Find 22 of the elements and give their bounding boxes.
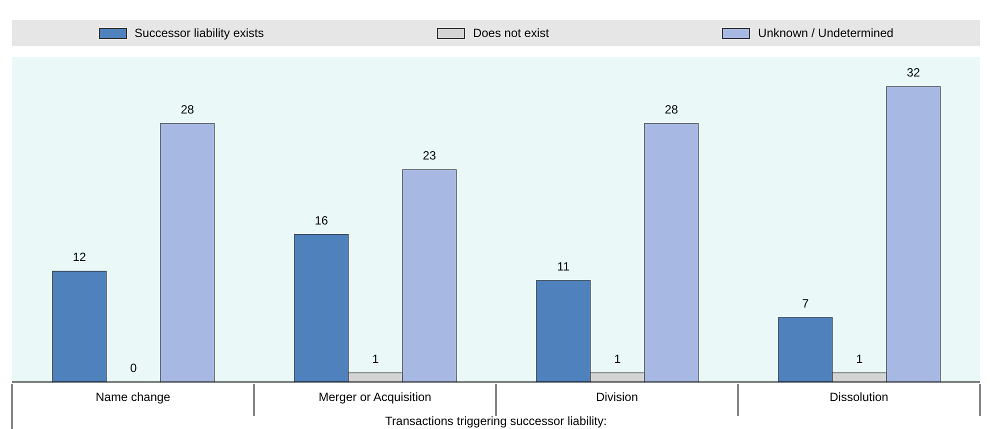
data-label: 28 — [180, 102, 194, 116]
legend-label: Successor liability exists — [134, 26, 264, 40]
x-tick-label: Name change — [96, 390, 171, 404]
data-label: 1 — [856, 352, 864, 366]
data-label: 23 — [422, 148, 436, 163]
x-tick-label: Merger or Acquisition — [318, 390, 432, 404]
legend-label: Does not exist — [472, 26, 549, 40]
data-label: 1 — [614, 352, 622, 366]
data-label: 16 — [314, 213, 328, 228]
legend-label: Unknown / Undetermined — [758, 26, 894, 40]
x-tick-label: Dissolution — [830, 390, 888, 404]
data-label: 1 — [372, 352, 380, 366]
data-label: 11 — [557, 259, 570, 274]
x-tick-label: Division — [596, 390, 638, 404]
x-axis-title: Transactions triggering successor liability: — [385, 414, 607, 428]
data-label: 28 — [664, 102, 678, 116]
data-label: 32 — [906, 66, 920, 80]
data-label: 0 — [130, 360, 138, 375]
bar — [160, 123, 215, 382]
data-label: 7 — [802, 296, 810, 310]
bar — [52, 270, 107, 382]
data-label: 12 — [72, 250, 86, 264]
